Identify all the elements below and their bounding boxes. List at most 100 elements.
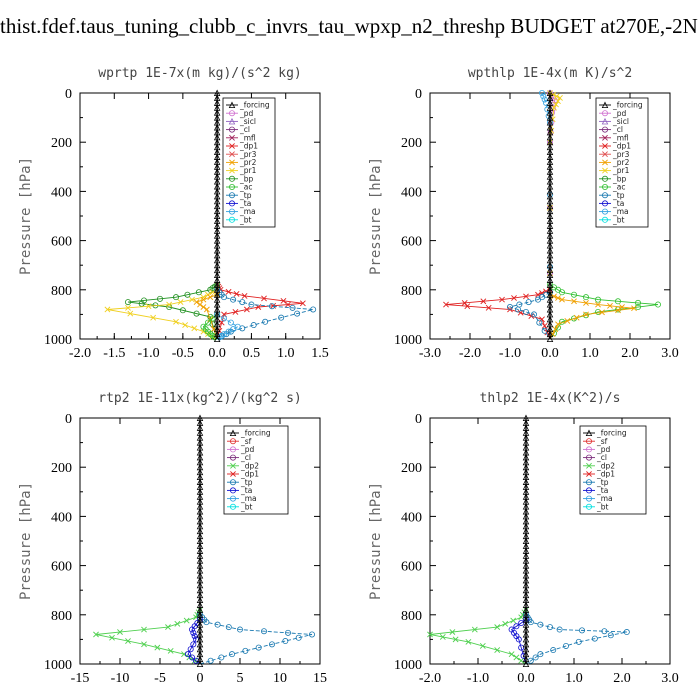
y-tick-label: 800 [401, 609, 422, 624]
y-tick-label: 1000 [394, 658, 422, 673]
series-line [549, 284, 659, 340]
y-tick-label: 200 [401, 461, 422, 476]
x-tick-label: 1.0 [581, 346, 599, 361]
x-tick-label: -1.0 [499, 346, 521, 361]
x-tick-label: 2.0 [613, 671, 631, 686]
series-pr1 [104, 286, 221, 340]
x-tick-label: -1.5 [103, 346, 125, 361]
legend-entry: _tp [239, 191, 252, 200]
series-forcing [522, 414, 530, 667]
chart-panel-1: wprtp 1E-7x(m kg)/(s^2 kg) Pressure [hPa]… [18, 66, 329, 361]
chart-panel-3: rtp2 1E-11x(kg^2)/(kg^2 s) Pressure [hPa]… [18, 391, 327, 686]
y-axis-label: Pressure [hPa] [18, 482, 34, 600]
x-tick-label: -0.5 [172, 346, 194, 361]
legend-entry: _ta [612, 199, 624, 208]
x-tick-label: 0.0 [208, 346, 226, 361]
x-tick-label: 1.0 [565, 671, 583, 686]
legend-entry: _pr1 [612, 166, 630, 175]
legend-entry: _tp [596, 478, 609, 487]
legend-entry: _cl [596, 453, 607, 462]
x-tick-label: 0 [197, 671, 204, 686]
series-forcing [196, 414, 204, 667]
legend-box [579, 425, 647, 515]
x-tick-label: -1.0 [137, 346, 159, 361]
series-line [187, 619, 201, 665]
legend-entry: _pr2 [239, 158, 257, 167]
x-tick-label: -3.0 [419, 346, 441, 361]
x-tick-label: 5 [237, 671, 244, 686]
legend-entry: _dp1 [612, 142, 631, 151]
y-tick-label: 400 [401, 185, 422, 200]
x-tick-label: 3.0 [661, 671, 679, 686]
legend-entry: _dp1 [239, 142, 258, 151]
x-tick-label: 0.0 [541, 346, 559, 361]
y-tick-label: 600 [401, 560, 422, 575]
legend-entry: _pr3 [612, 150, 630, 159]
y-tick-label: 600 [401, 235, 422, 250]
legend-entry: _bt [239, 215, 252, 224]
legend: _forcing_sf_pd_cl_dp2_dp1_tp_ta_ma_bt [579, 425, 647, 515]
x-tick-label: 10 [273, 671, 287, 686]
legend-entry: _cl [240, 453, 251, 462]
y-tick-label: 400 [51, 510, 72, 525]
y-tick-label: 1000 [394, 333, 422, 348]
legend-entry: _tp [612, 191, 625, 200]
legend-entry: _bp [239, 174, 254, 183]
x-tick-label: -1.0 [467, 671, 489, 686]
x-tick-label: 2.0 [621, 346, 639, 361]
y-axis-label: Pressure [hPa] [368, 157, 384, 275]
y-tick-label: 0 [415, 87, 422, 102]
y-tick-label: 1000 [44, 658, 72, 673]
x-tick-label: -15 [71, 671, 90, 686]
y-tick-label: 800 [51, 284, 72, 299]
legend-entry: _cl [239, 125, 250, 134]
chart-title: wprtp 1E-7x(m kg)/(s^2 kg) [98, 66, 302, 81]
legend-entry: _pd [240, 445, 255, 454]
chart-panel-2: wpthlp 1E-4x(m K)/s^2 Pressure [hPa] -3.0 -… [368, 66, 679, 361]
x-tick-label: -2.0 [419, 671, 441, 686]
series-forcing [546, 89, 554, 342]
legend-entry: _ac [612, 183, 625, 192]
legend-entry: _pd [596, 445, 611, 454]
legend-entry: _ta [239, 199, 251, 208]
legend-entry: _bp [612, 174, 627, 183]
legend-entry: _tp [240, 478, 253, 487]
legend-entry: _ma [239, 207, 256, 216]
legend-entry: _dp1 [240, 470, 259, 479]
plot-frame [79, 92, 321, 340]
legend-entry: _forcing [240, 429, 271, 438]
chart-title: thlp2 1E-4x(K^2)/s [480, 391, 621, 406]
y-tick-label: 0 [65, 412, 72, 427]
legend-entry: _sf [596, 437, 608, 446]
chart-title: wpthlp 1E-4x(m K)/s^2 [468, 66, 632, 81]
legend-entry: _sf [240, 437, 252, 446]
y-tick-label: 0 [415, 412, 422, 427]
legend-entry: _ma [596, 494, 613, 503]
y-tick-label: 800 [51, 609, 72, 624]
y-tick-label: 400 [401, 510, 422, 525]
legend-entry: _cl [612, 125, 623, 134]
legend: _forcing_sf_pd_cl_dp2_dp1_tp_ta_ma_bt [223, 425, 289, 515]
legend-entry: _ta [240, 486, 252, 495]
legend-entry: _pr2 [612, 158, 630, 167]
legend: _forcing_pd_sicl_cl_mfl_dp1_pr3_pr2_pr1_… [595, 97, 649, 228]
legend-entry: _sicl [239, 117, 256, 126]
legend-entry: _pd [239, 109, 254, 118]
legend-entry: _bt [240, 502, 253, 511]
y-tick-label: 1000 [44, 333, 72, 348]
page-title: thist.fdef.taus_tuning_clubb_c_invrs_tau… [0, 14, 698, 38]
chart-panel-4: thlp2 1E-4x(K^2)/s Pressure [hPa] -2.0 -1.0… [368, 391, 679, 686]
legend-entry: _ma [240, 494, 257, 503]
x-tick-label: 1.5 [311, 346, 329, 361]
legend-entry: _ac [239, 183, 252, 192]
legend-entry: _mfl [239, 133, 256, 142]
legend-entry: _ta [596, 486, 608, 495]
x-tick-label: 1.0 [277, 346, 295, 361]
y-tick-label: 600 [51, 235, 72, 250]
legend-entry: _bt [596, 502, 609, 511]
legend-entry: _ma [612, 207, 629, 216]
legend-entry: _bt [612, 215, 625, 224]
y-tick-label: 200 [51, 461, 72, 476]
series-pr2 [547, 291, 637, 340]
x-tick-label: 3.0 [661, 346, 679, 361]
